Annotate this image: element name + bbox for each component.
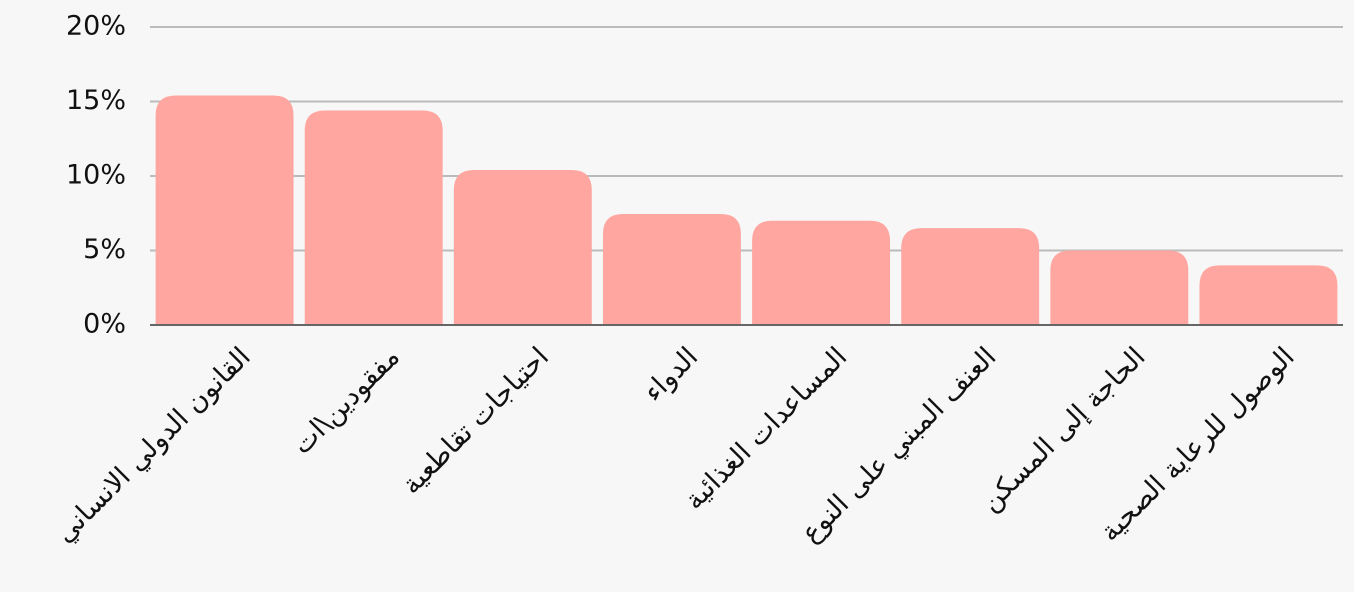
bar	[602, 213, 741, 325]
bar	[752, 220, 891, 325]
bar	[1199, 265, 1338, 325]
bar	[901, 228, 1040, 325]
x-tick-label: القانون الدولي الانساني	[49, 341, 257, 549]
bar	[453, 170, 592, 325]
bar	[304, 110, 443, 325]
x-tick-label: الحاجة إلى المسكن	[975, 341, 1152, 518]
y-tick-label: 15%	[66, 85, 126, 116]
x-tick-label: احتياجات تقاطعية	[396, 341, 555, 500]
y-tick-label: 0%	[83, 309, 126, 340]
x-tick-label: مفقودين\ات	[287, 341, 406, 460]
bar	[1050, 250, 1189, 325]
y-tick-label: 20%	[66, 11, 126, 42]
y-tick-label: 10%	[66, 160, 126, 191]
bar	[155, 95, 294, 325]
x-tick-label: المساعدات الغذائية	[679, 341, 854, 516]
x-tick-label: الدواء	[638, 341, 705, 408]
y-tick-label: 5%	[83, 234, 126, 265]
